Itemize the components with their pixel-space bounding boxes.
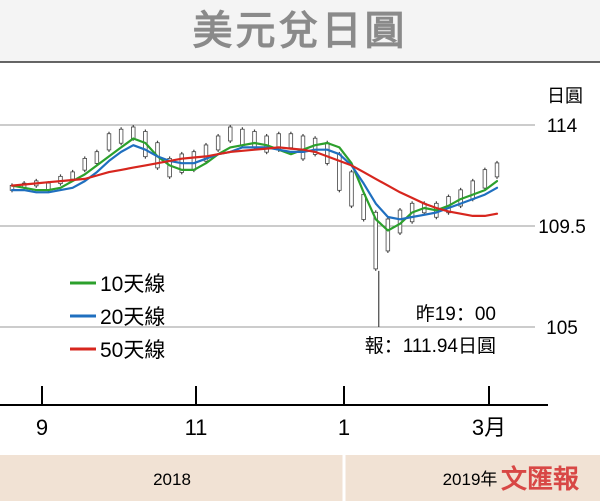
candle-body-15 [191, 151, 197, 171]
publisher-watermark: 文匯報 [501, 464, 580, 495]
candle-body-8 [106, 133, 112, 151]
candle-body-39 [482, 169, 488, 189]
candle-body-26 [325, 142, 330, 164]
candle-body-29 [361, 193, 366, 220]
x-tick-label-1: 11 [185, 415, 208, 440]
candle-body-7 [94, 151, 100, 164]
legend-label-20: 20天線 [100, 306, 165, 329]
series-line-3 [10, 146, 499, 217]
chart-title: 美元兌日圓 [193, 8, 408, 54]
grid-lines [0, 124, 535, 328]
candle-body-30 [373, 211, 378, 270]
x-tick-label-0: 9 [36, 415, 48, 440]
annotation-time: 昨19：00 [416, 303, 496, 325]
x-tick-label-3: 3月 [472, 415, 506, 440]
series-line-1 [10, 137, 499, 232]
legend-label-10: 10天線 [100, 273, 165, 296]
y-tick-label-2: 105 [546, 318, 578, 339]
year-label-2019: 2019年 [443, 470, 498, 489]
y-unit-label: 日圓 [547, 86, 583, 106]
annotation-price: 報：111.94日圓 [365, 335, 496, 357]
candle-body-9 [118, 128, 124, 144]
candle-body-5 [70, 171, 75, 180]
series-line-2 [10, 144, 499, 221]
candle-body-28 [349, 171, 354, 207]
x-tick-label-2: 1 [338, 415, 350, 440]
y-tick-label-0: 114 [547, 116, 578, 137]
moving-average-lines [10, 137, 499, 232]
x-axis-ticks: 9 11 1 3月 [36, 386, 506, 440]
candle-body-10 [131, 126, 136, 140]
legend-label-50: 50天線 [100, 339, 165, 362]
candle-body-6 [82, 158, 87, 171]
candle-body-20 [252, 131, 257, 149]
candle-body-40 [494, 162, 500, 178]
y-tick-label-1: 109.5 [538, 217, 586, 238]
year-label-2018: 2018 [153, 470, 191, 489]
candle-body-18 [228, 126, 233, 142]
candle-body-24 [300, 135, 306, 160]
candle-body-38 [470, 180, 475, 200]
candle-body-17 [215, 135, 221, 151]
y-tick-labels: 114 109.5 105 [538, 116, 586, 339]
candle-body-31 [385, 218, 391, 252]
legend: 10天線 20天線 50天線 [70, 273, 165, 362]
candle-body-13 [167, 158, 172, 178]
year-band [0, 455, 600, 501]
candle-body-19 [240, 128, 245, 146]
candle-body-23 [288, 133, 294, 149]
candle-body-16 [203, 144, 209, 162]
title-band [0, 0, 600, 62]
